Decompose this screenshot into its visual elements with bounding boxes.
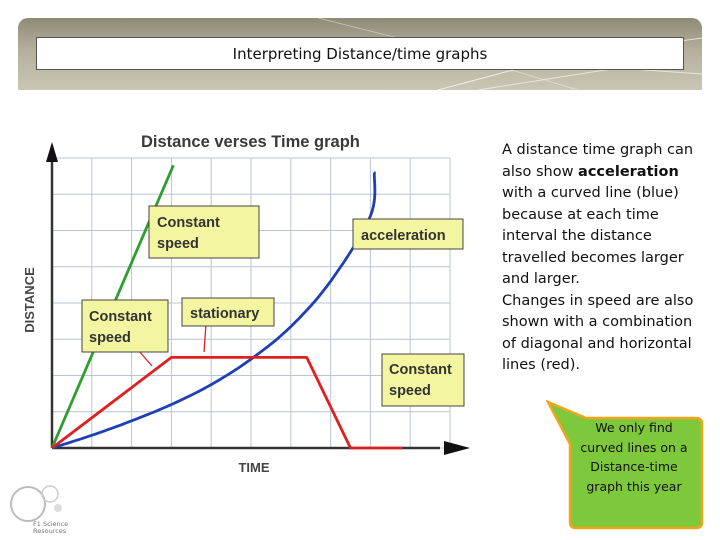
explanation-paragraph2: Changes in speed are also shown with a c…: [502, 292, 694, 374]
x-axis-label: TIME: [238, 460, 269, 475]
distance-time-chart: Distance verses Time graph DISTANCE TIME…: [22, 133, 470, 475]
callout-shape: [546, 400, 704, 530]
annotation-constant-speed-red-up: Constant speed: [81, 299, 169, 353]
svg-text:stationary: stationary: [190, 306, 259, 322]
svg-text:Constant: Constant: [89, 309, 152, 325]
svg-text:speed: speed: [389, 383, 431, 399]
logo-text-line1: F1 Science: [33, 520, 69, 528]
logo-icon: [10, 485, 62, 522]
svg-text:speed: speed: [157, 236, 199, 252]
series-line-red-speed-changes: [51, 355, 403, 450]
logo-text-line2: Resources: [33, 527, 67, 535]
explanation-part1: A distance time graph can also show: [502, 142, 694, 180]
chart-title: Distance verses Time graph: [141, 133, 360, 151]
logo-text: F1 Science Resources: [33, 521, 68, 535]
y-axis-arrow: [46, 142, 58, 162]
explanation-part2: with a curved line (blue) because at eac…: [502, 185, 684, 287]
svg-text:acceleration: acceleration: [361, 228, 446, 244]
annotation-constant-speed-red-down: Constant speed: [381, 353, 465, 407]
leader-line-stationary: [203, 323, 207, 353]
annotation-constant-speed-green: Constant speed: [148, 205, 260, 259]
explanation-bold-acceleration: acceleration: [578, 163, 679, 180]
svg-text:speed: speed: [89, 330, 131, 346]
annotation-stationary: stationary: [181, 297, 275, 327]
x-axis-arrow: [444, 441, 470, 455]
callout-text: We only find curved lines on a Distance-…: [580, 420, 688, 494]
callout-bubble: [546, 400, 704, 530]
y-axis-label: DISTANCE: [22, 267, 37, 333]
leader-line-constant-speed-left: [137, 349, 153, 367]
svg-text:Constant: Constant: [389, 362, 452, 378]
annotation-acceleration: acceleration: [352, 218, 464, 250]
explanation-text: A distance time graph can also show acce…: [502, 140, 702, 377]
svg-text:Constant: Constant: [157, 215, 220, 231]
slide-title: Interpreting Distance/time graphs: [36, 37, 684, 70]
